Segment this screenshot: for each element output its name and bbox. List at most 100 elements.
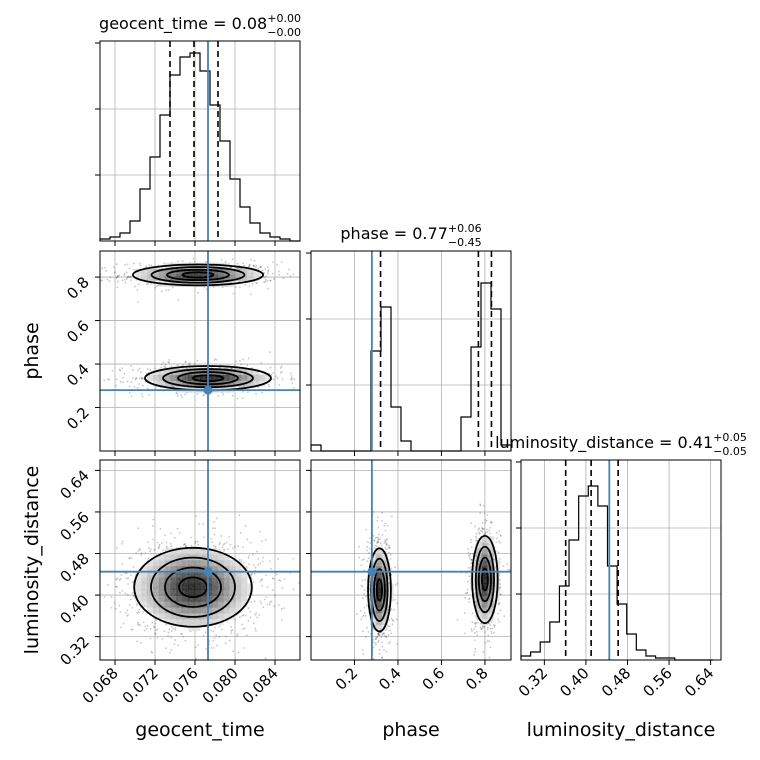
scatter-point [474,535,477,538]
scatter-point [253,600,256,603]
density-cell [235,577,242,584]
density-cell [147,607,154,614]
density-cell [182,618,189,626]
density-cell [170,595,177,602]
density-cell [182,589,189,596]
scatter-point [236,262,239,265]
scatter-point [132,592,135,595]
density-cell [170,601,177,608]
density-cell [381,618,388,626]
histogram-step [310,282,512,452]
x-tick-label: 0.080 [199,664,242,707]
y-tick-label: 0.40 [56,591,92,627]
density-cell [141,583,148,590]
density-cell [147,577,154,584]
scatter-point [130,628,133,631]
scatter-point [235,634,238,637]
scatter-point [237,545,240,547]
scatter-point [385,543,388,546]
density-cell [247,583,254,590]
scatter-point [138,262,141,265]
scatter-point [281,378,284,381]
density-cell [229,268,236,275]
scatter-point [239,531,242,534]
scatter-point [176,527,179,530]
scatter-point [212,647,215,649]
scatter-point [115,378,118,381]
scatter-point [150,650,153,653]
scatter-point [385,635,388,638]
scatter-point [266,603,269,606]
density-cell [164,374,171,381]
density-cell [158,612,166,620]
scatter-point [269,366,272,369]
scatter-point [249,616,252,619]
scatter-point [487,634,490,637]
scatter-point [244,614,247,617]
scatter-point [499,609,502,612]
scatter-point [180,632,183,635]
scatter-point [239,616,241,618]
scatter-point [210,646,213,649]
density-cell [481,577,488,584]
scatter-point [137,527,140,530]
scatter-point [464,592,467,595]
density-cell [375,589,382,596]
scatter-point [358,545,360,548]
density-cell [217,595,224,602]
scatter-point [138,367,141,370]
scatter-point [253,265,256,267]
density-cell [211,374,219,381]
scatter-point [279,366,282,369]
title-value: 0.77 [412,224,448,243]
scatter-point [230,626,233,628]
scatter-point [276,377,279,380]
scatter-point [154,633,157,636]
scatter-point [381,544,383,547]
scatter-point [488,529,491,532]
scatter-point [255,612,258,615]
scatter-point [106,278,109,281]
axes-frame [310,250,512,452]
scatter-point [479,504,482,507]
density-cell [211,583,219,590]
density-cell [135,268,142,275]
scatter-point [195,657,197,660]
scatter-point [372,641,375,644]
scatter-point [175,392,178,395]
density-cell [135,589,142,596]
scatter-point [138,548,141,551]
scatter-point [387,546,390,549]
scatter-point [495,541,498,544]
density-cell [200,589,207,596]
scatter-point [252,553,254,556]
density-cell [252,268,260,275]
scatter-point [151,651,154,654]
scatter-point [293,378,296,381]
density-cell [188,601,195,608]
scatter-point [470,522,472,525]
density-cell [141,595,148,602]
contour-line [131,263,264,287]
scatter-point [116,275,119,278]
scatter-point [481,521,484,524]
scatter-point [243,647,246,649]
scatter-point [144,552,147,554]
scatter-point [272,261,274,264]
scatter-point [234,364,236,367]
scatter-point [456,618,459,621]
scatter-point [364,615,367,617]
scatter-point [260,265,262,268]
scatter-point [212,630,215,633]
density-cell [211,554,219,561]
density-cell [369,560,377,567]
density-cell [176,274,183,281]
scatter-point [156,541,159,544]
title-value: 0.08 [232,14,268,33]
density-cell [152,577,160,584]
density-cell [223,571,230,579]
scatter-point [168,358,171,361]
scatter-point [149,628,152,630]
density-cell [223,607,230,614]
scatter-point [145,265,148,268]
